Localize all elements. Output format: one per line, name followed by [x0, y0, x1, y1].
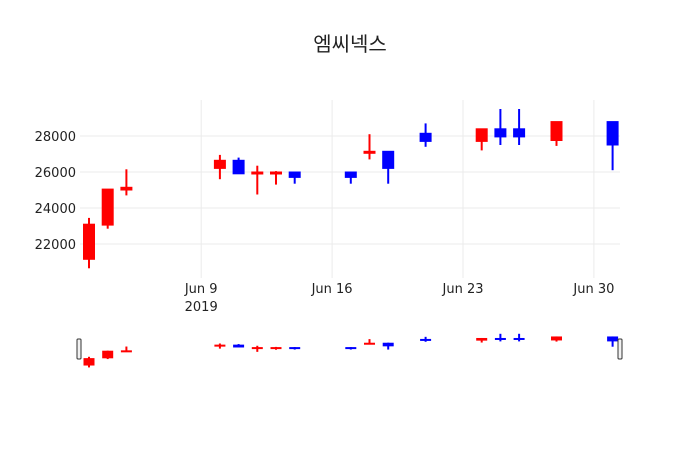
candle[interactable] [232, 157, 245, 175]
x-tick-label: Jun 16 [311, 282, 353, 297]
candle[interactable] [382, 150, 395, 184]
candle[interactable] [513, 109, 526, 145]
candle[interactable] [251, 165, 264, 195]
candle[interactable] [101, 188, 114, 229]
slider-candle [233, 344, 245, 348]
y-tick-label: 26000 [35, 166, 76, 181]
slider-candle [420, 336, 432, 342]
candle[interactable] [288, 171, 301, 184]
candle[interactable] [606, 121, 619, 171]
y-tick-label: 28000 [35, 130, 76, 145]
x-tick-year-label: 2019 [185, 300, 218, 315]
slider-candle [345, 347, 357, 350]
candle[interactable] [344, 171, 357, 184]
slider-candle [120, 346, 132, 353]
slider-candle [214, 343, 226, 349]
slider-candle [251, 345, 263, 352]
candle[interactable] [475, 128, 488, 151]
candle[interactable] [494, 109, 507, 145]
candle[interactable] [83, 217, 95, 269]
candle[interactable] [213, 154, 226, 180]
slider-candle [270, 346, 282, 350]
slider-candle [513, 333, 525, 342]
slider-candle [476, 337, 488, 343]
range-slider[interactable] [76, 333, 623, 368]
slider-candle [102, 350, 114, 360]
range-slider-left-handle[interactable] [76, 338, 82, 360]
x-tick-label: Jun 9 [184, 282, 218, 297]
candle[interactable] [419, 123, 432, 147]
chart-title: 엠씨넥스 [313, 32, 387, 56]
slider-candle [364, 339, 375, 345]
candle[interactable] [270, 171, 282, 185]
slider-candle [382, 342, 394, 350]
slider-candle [607, 336, 619, 347]
slider-candle [289, 347, 301, 350]
candles-main[interactable] [83, 109, 619, 269]
y-axis: 22000 24000 26000 28000 [35, 130, 76, 253]
slider-candle [83, 356, 95, 368]
x-axis: Jun 9 2019 Jun 16 Jun 23 Jun 30 [184, 282, 615, 315]
x-tick-label: Jun 23 [442, 282, 484, 297]
candle[interactable] [363, 134, 376, 160]
y-tick-label: 22000 [35, 238, 76, 253]
x-tick-label: Jun 30 [572, 282, 614, 297]
y-tick-label: 24000 [35, 202, 76, 217]
candle[interactable] [120, 169, 133, 196]
slider-candle [551, 336, 562, 342]
candle[interactable] [550, 121, 563, 146]
slider-candle [494, 333, 506, 342]
range-slider-right-handle[interactable] [617, 338, 623, 360]
gridlines [80, 100, 620, 278]
